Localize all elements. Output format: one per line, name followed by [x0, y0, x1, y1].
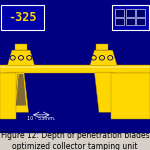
Bar [0, 65, 150, 73]
Circle shape [27, 56, 32, 60]
Circle shape [28, 57, 31, 59]
FancyBboxPatch shape [112, 5, 149, 30]
Bar [0, 66, 150, 68]
Bar [115, 9, 124, 16]
Circle shape [11, 56, 15, 60]
Bar [15, 44, 27, 50]
Polygon shape [94, 73, 116, 112]
Polygon shape [16, 74, 26, 106]
Circle shape [19, 56, 23, 60]
Text: Figure 12: Depth of penetration blades optimized collector tamping unit: Figure 12: Depth of penetration blades o… [1, 131, 149, 150]
Bar [126, 18, 135, 25]
Circle shape [11, 57, 14, 59]
Polygon shape [14, 73, 28, 112]
Bar [136, 9, 145, 16]
FancyBboxPatch shape [1, 5, 44, 30]
Bar [136, 18, 145, 25]
Circle shape [100, 56, 104, 60]
Polygon shape [2, 73, 18, 112]
Bar [126, 9, 135, 16]
Circle shape [92, 56, 96, 60]
Text: 325: 325 [128, 94, 142, 103]
Bar [111, 73, 150, 119]
Circle shape [109, 57, 112, 59]
Text: -325: -325 [8, 11, 37, 24]
Bar [96, 44, 108, 50]
Circle shape [101, 57, 103, 59]
Polygon shape [90, 50, 117, 65]
Circle shape [92, 57, 95, 59]
Text: 10 - 35mm.: 10 - 35mm. [27, 116, 56, 121]
Bar [0, 73, 16, 119]
Circle shape [108, 56, 112, 60]
Bar [115, 18, 124, 25]
Circle shape [20, 57, 22, 59]
Polygon shape [8, 50, 34, 65]
